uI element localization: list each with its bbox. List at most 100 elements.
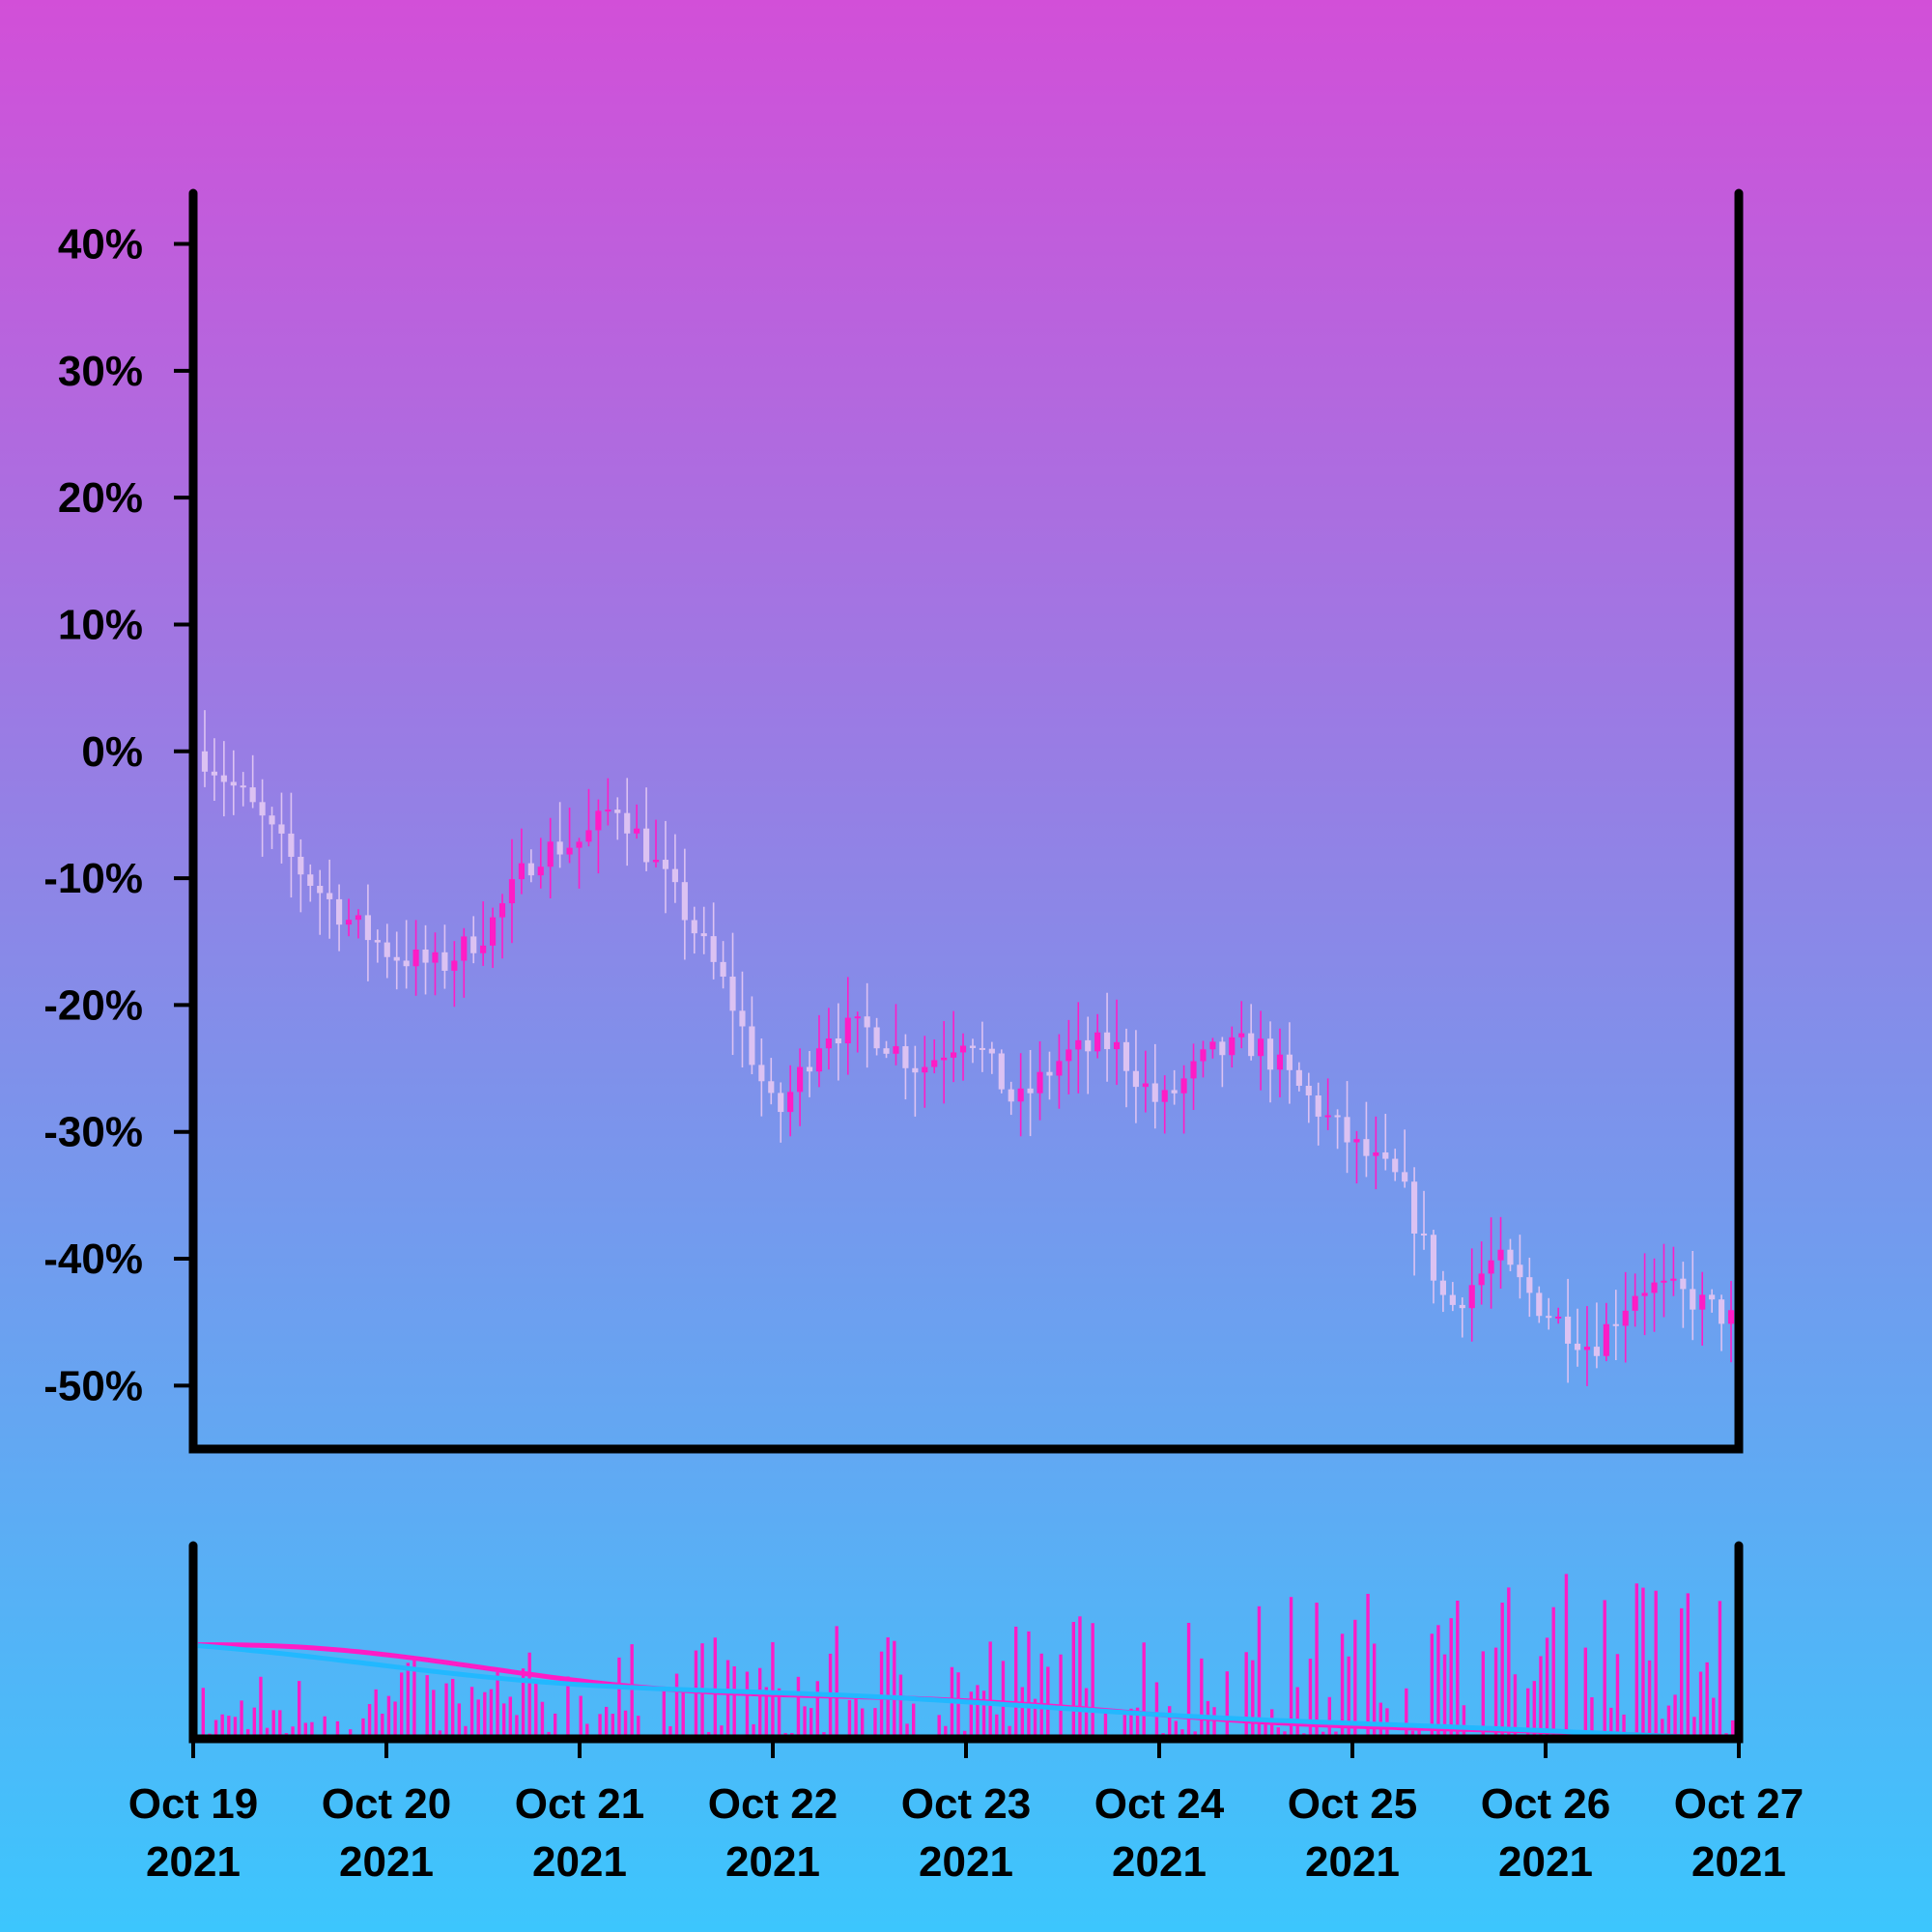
volume-bar (1008, 1725, 1011, 1739)
volume-bar (1142, 1642, 1146, 1739)
volume-bar (1327, 1696, 1332, 1739)
volume-bar (1167, 1706, 1172, 1739)
volume-bar (1154, 1682, 1159, 1739)
volume-bar (1033, 1698, 1037, 1739)
candle-up (787, 1092, 794, 1113)
volume-bar (1456, 1600, 1460, 1739)
volume-bars (201, 1574, 1735, 1740)
candle-down (1719, 1299, 1725, 1324)
volume-bar (1059, 1654, 1063, 1739)
candle-down (1027, 1088, 1034, 1094)
volume-panel-frame (188, 1541, 1744, 1744)
volume-bar (668, 1726, 672, 1739)
volume-bar (220, 1714, 224, 1739)
candle-down (979, 1047, 985, 1050)
volume-bar (386, 1695, 391, 1739)
volume-bar (1174, 1720, 1179, 1739)
volume-bar (566, 1676, 570, 1739)
volume-bar (911, 1703, 916, 1739)
candle-up (825, 1037, 832, 1049)
candle-up (893, 1046, 899, 1054)
volume-bar (1347, 1656, 1350, 1739)
volume-bar (598, 1714, 602, 1739)
candle-down (835, 1037, 841, 1044)
candle-down (700, 933, 707, 937)
volume-bar (1692, 1717, 1696, 1739)
candle-down (643, 828, 650, 863)
candle-down (1046, 1071, 1053, 1076)
volume-bar (1603, 1600, 1606, 1739)
volume-bar (1661, 1719, 1664, 1739)
volume-bar (1673, 1694, 1677, 1739)
x-tick-label-date: Oct 25 (1288, 1780, 1418, 1828)
volume-bar (1308, 1659, 1313, 1739)
candle-down (768, 1081, 775, 1094)
candle-up (1632, 1295, 1638, 1311)
volume-average-line-blue (197, 1643, 1729, 1740)
candle-up (634, 828, 640, 834)
volume-bar (1539, 1656, 1543, 1739)
candle-down (662, 860, 669, 869)
candle-up (432, 952, 439, 963)
volume-bar (1686, 1593, 1690, 1739)
candle-up (1603, 1323, 1609, 1356)
volume-bar (1091, 1623, 1094, 1739)
volume-bar (553, 1713, 557, 1739)
candle-down (527, 863, 534, 876)
y-tick-label: 0% (81, 728, 143, 776)
volume-bar (521, 1668, 526, 1739)
volume-bar (1590, 1697, 1594, 1739)
volume-bar (886, 1636, 890, 1739)
volume-bar (1583, 1647, 1588, 1739)
candle-up (815, 1048, 823, 1072)
x-axis: Oct 19 2021 Oct 20 2021 Oct 21 2021 Oct 22 2021… (128, 1739, 1804, 1886)
candle-up (1353, 1139, 1360, 1143)
candle-down (1709, 1294, 1716, 1300)
volume-bar (399, 1672, 404, 1739)
volume-bar (1634, 1583, 1639, 1739)
volume-bar (1507, 1587, 1511, 1739)
volume-bar (757, 1667, 762, 1739)
y-tick-label: -30% (43, 1109, 143, 1156)
candle-down (691, 920, 697, 934)
candle-up (508, 879, 516, 904)
volume-bar (803, 1706, 807, 1739)
candle-down (1248, 1033, 1255, 1057)
volume-bar (969, 1691, 974, 1739)
volume-bar (367, 1704, 372, 1739)
candle-down (671, 868, 678, 883)
volume-bar (1200, 1658, 1204, 1739)
x-tick-label-year: 2021 (1305, 1838, 1400, 1886)
volume-bar (1001, 1661, 1006, 1739)
candle-down (374, 940, 381, 943)
volume-bar (1641, 1587, 1645, 1739)
candle-up (1065, 1049, 1072, 1062)
x-tick-label-date: Oct 27 (1674, 1780, 1804, 1828)
volume-bar (1500, 1603, 1504, 1739)
candle-down (364, 915, 371, 941)
candle-down (1565, 1316, 1572, 1344)
y-tick-label: -40% (43, 1236, 143, 1283)
candle-up (1229, 1037, 1236, 1056)
volume-bar (432, 1690, 436, 1739)
candle-down (969, 1045, 977, 1048)
candle-down (1008, 1089, 1014, 1102)
volume-bar (508, 1696, 513, 1739)
volume-bar (898, 1674, 903, 1739)
candle-up (1324, 1115, 1331, 1118)
volume-panel (188, 1541, 1744, 1744)
volume-bar (1564, 1574, 1569, 1739)
volume-bar (1071, 1622, 1076, 1739)
candle-up (1478, 1273, 1485, 1286)
volume-bar (662, 1686, 667, 1739)
volume-bar (674, 1673, 679, 1739)
candle-down (806, 1066, 813, 1072)
x-tick-label-date: Oct 21 (515, 1780, 645, 1828)
volume-bar (1020, 1687, 1025, 1739)
candle-down (278, 824, 285, 834)
volume-bar (944, 1725, 948, 1739)
volume-bar (1135, 1707, 1140, 1739)
candle-up (412, 950, 419, 967)
volume-bar (227, 1716, 231, 1739)
volume-bar (764, 1687, 769, 1739)
